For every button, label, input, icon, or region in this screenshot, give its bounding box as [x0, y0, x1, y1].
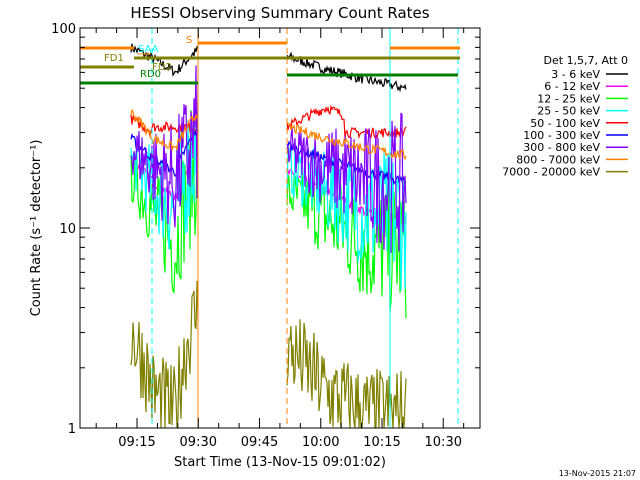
series-line	[130, 43, 199, 77]
series-line	[130, 108, 199, 151]
x-tick-label: 09:15	[118, 435, 155, 450]
flag-label: SAA	[138, 44, 159, 55]
x-axis-label: Start Time (13-Nov-15 09:01:02)	[174, 455, 386, 470]
legend-label: 50 - 100 keV	[530, 117, 600, 130]
timestamp: 13-Nov-2015 21:07	[559, 469, 636, 478]
x-tick-label: 09:30	[180, 435, 217, 450]
y-tick-label: 1	[68, 422, 76, 437]
legend-label: 25 - 50 keV	[537, 105, 600, 118]
series-line	[130, 103, 199, 250]
legend-label: 12 - 25 keV	[537, 92, 600, 105]
plot-data	[130, 43, 407, 429]
series-line	[286, 112, 407, 254]
x-tick-label: 10:00	[302, 435, 339, 450]
axis-ticks: 09:15 09:30 09:45 10:00 10:15 10:30 1 10 100	[51, 22, 480, 450]
legend-label: 6 - 12 keV	[544, 80, 600, 93]
legend-label: 800 - 7000 keV	[516, 153, 600, 166]
legend-label: 100 - 300 keV	[523, 129, 600, 142]
x-tick-label: 09:45	[241, 435, 278, 450]
series-line	[130, 65, 199, 228]
flag-label: FD2	[152, 62, 172, 73]
legend-title: Det 1,5,7, Att 0	[544, 54, 628, 67]
x-tick-label: 10:15	[363, 435, 400, 450]
legend-label: 300 - 800 keV	[523, 141, 600, 154]
y-tick-label: 100	[51, 22, 76, 37]
x-tick-label: 10:30	[425, 435, 462, 450]
y-tick-label: 10	[59, 222, 76, 237]
series-line	[286, 104, 407, 140]
series-line	[286, 319, 407, 429]
flag-label: S	[186, 35, 192, 46]
y-axis-label: Count Rate (s⁻¹ detector⁻¹)	[29, 140, 44, 317]
chart-title: HESSI Observing Summary Count Rates	[130, 4, 429, 22]
legend-label: 3 - 6 keV	[551, 68, 600, 81]
flag-label: RD0	[140, 69, 161, 80]
series-line	[286, 121, 407, 161]
flag-label: FD1	[104, 53, 124, 64]
series-line	[130, 280, 199, 429]
legend-label: 7000 - 20000 keV	[502, 166, 600, 179]
